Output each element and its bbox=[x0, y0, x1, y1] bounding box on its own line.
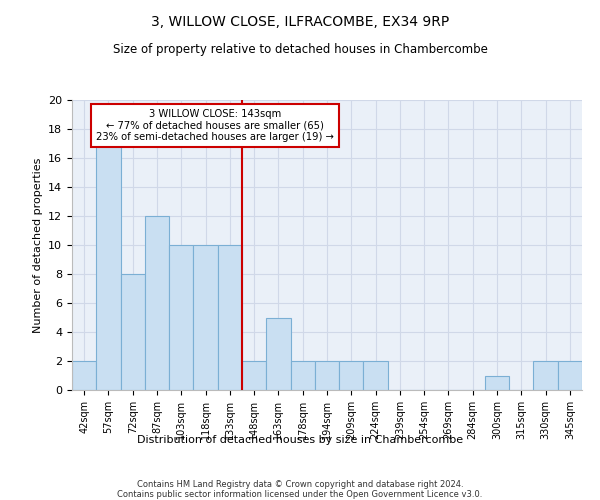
Bar bbox=[290, 361, 315, 390]
Bar bbox=[339, 361, 364, 390]
Text: Distribution of detached houses by size in Chambercombe: Distribution of detached houses by size … bbox=[137, 435, 463, 445]
Text: Size of property relative to detached houses in Chambercombe: Size of property relative to detached ho… bbox=[113, 42, 487, 56]
Bar bbox=[266, 318, 290, 390]
Text: 3 WILLOW CLOSE: 143sqm
← 77% of detached houses are smaller (65)
23% of semi-det: 3 WILLOW CLOSE: 143sqm ← 77% of detached… bbox=[96, 108, 334, 142]
Bar bbox=[96, 144, 121, 390]
Bar bbox=[364, 361, 388, 390]
Bar bbox=[558, 361, 582, 390]
Bar bbox=[533, 361, 558, 390]
Bar bbox=[145, 216, 169, 390]
Bar bbox=[218, 245, 242, 390]
Bar bbox=[242, 361, 266, 390]
Bar bbox=[315, 361, 339, 390]
Bar bbox=[193, 245, 218, 390]
Bar bbox=[169, 245, 193, 390]
Bar bbox=[121, 274, 145, 390]
Y-axis label: Number of detached properties: Number of detached properties bbox=[32, 158, 43, 332]
Bar bbox=[72, 361, 96, 390]
Text: 3, WILLOW CLOSE, ILFRACOMBE, EX34 9RP: 3, WILLOW CLOSE, ILFRACOMBE, EX34 9RP bbox=[151, 15, 449, 29]
Text: Contains HM Land Registry data © Crown copyright and database right 2024.
Contai: Contains HM Land Registry data © Crown c… bbox=[118, 480, 482, 500]
Bar bbox=[485, 376, 509, 390]
